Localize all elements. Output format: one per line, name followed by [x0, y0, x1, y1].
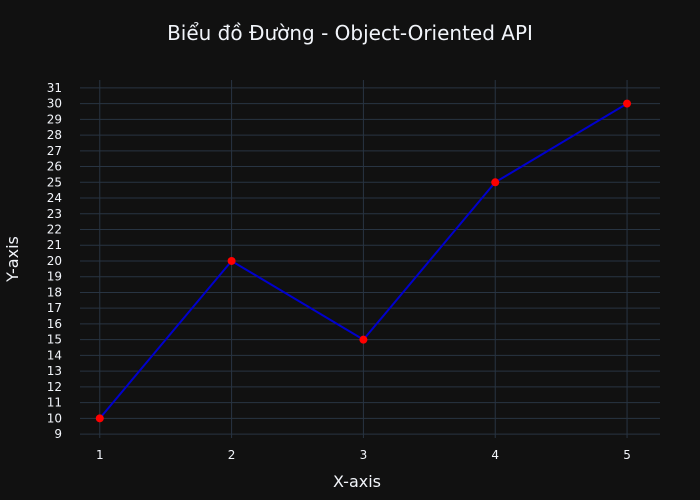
y-tick-label: 31	[47, 81, 62, 95]
y-tick-label: 26	[47, 160, 62, 174]
y-tick-label: 30	[47, 97, 62, 111]
data-point-marker	[95, 414, 104, 423]
y-tick-label: 10	[47, 411, 62, 425]
x-tick-label: 2	[228, 448, 236, 462]
y-tick-label: 28	[47, 128, 62, 142]
y-axis-title: Y-axis	[3, 236, 22, 283]
data-point-marker	[227, 256, 236, 265]
marker-layer	[95, 99, 632, 423]
y-tick-label: 22	[47, 222, 62, 236]
tick-layer: 9101112131415161718192021222324252627282…	[47, 81, 631, 462]
x-tick-label: 1	[96, 448, 104, 462]
y-tick-label: 13	[47, 364, 62, 378]
y-tick-label: 12	[47, 380, 62, 394]
data-point-marker	[359, 335, 368, 344]
y-tick-label: 25	[47, 175, 62, 189]
y-tick-label: 27	[47, 144, 62, 158]
y-tick-label: 15	[47, 333, 62, 347]
y-tick-label: 18	[47, 285, 62, 299]
x-tick-label: 4	[491, 448, 499, 462]
y-tick-label: 20	[47, 254, 62, 268]
y-tick-label: 24	[47, 191, 62, 205]
y-tick-label: 19	[47, 270, 62, 284]
data-point-marker	[491, 178, 500, 187]
chart-title: Biểu đồ Đường - Object-Oriented API	[167, 21, 533, 45]
data-point-marker	[623, 99, 632, 108]
y-tick-label: 23	[47, 207, 62, 221]
y-tick-label: 16	[47, 317, 62, 331]
x-tick-label: 3	[360, 448, 368, 462]
y-tick-label: 9	[54, 427, 62, 441]
y-tick-label: 17	[47, 301, 62, 315]
y-tick-label: 11	[47, 396, 62, 410]
y-tick-label: 14	[47, 348, 62, 362]
y-tick-label: 29	[47, 112, 62, 126]
y-tick-label: 21	[47, 238, 62, 252]
x-axis-title: X-axis	[333, 472, 381, 491]
x-tick-label: 5	[623, 448, 631, 462]
